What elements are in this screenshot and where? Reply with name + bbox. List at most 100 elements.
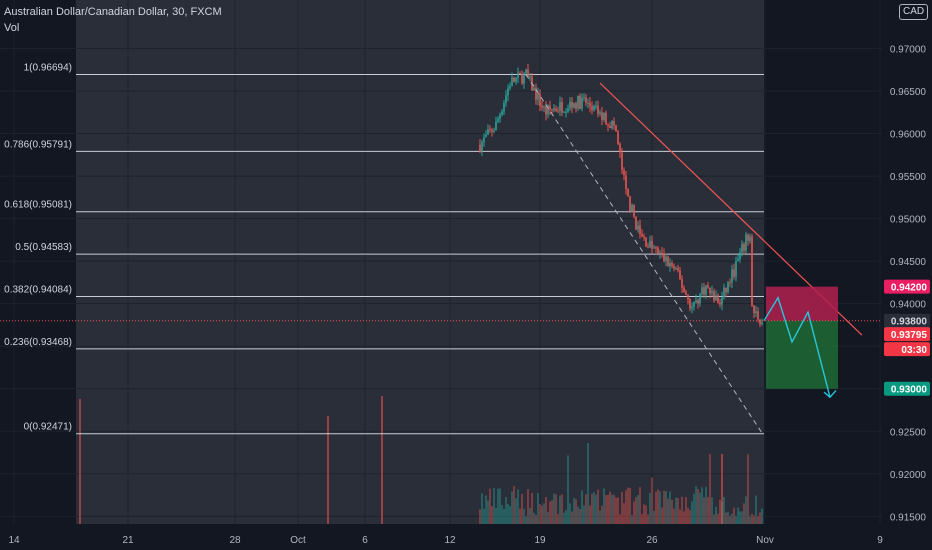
candle-body: [623, 170, 625, 176]
volume-bar: [497, 488, 499, 524]
fib-level-label: 0.5(0.94583): [15, 242, 72, 253]
volume-bar: [481, 493, 483, 524]
currency-badge[interactable]: CAD: [899, 4, 929, 20]
volume-bar: [683, 511, 685, 524]
volume-bar: [681, 496, 683, 524]
volume-bar: [617, 497, 619, 524]
volume-bar: [627, 487, 629, 524]
volume-bar: [737, 507, 739, 524]
candle-body: [607, 124, 609, 126]
candle-body: [715, 295, 717, 301]
volume-bar: [715, 506, 717, 524]
volume-bar: [725, 512, 727, 524]
candle-body: [687, 294, 689, 300]
candle-body: [689, 299, 691, 309]
volume-bar: [667, 498, 669, 524]
volume-bar: [573, 497, 575, 524]
fib-level-label: 0.382(0.94084): [4, 285, 72, 296]
volume-bar: [673, 508, 675, 524]
time-tick-label: Oct: [290, 535, 306, 546]
price-tick-label: 0.96000: [890, 130, 927, 141]
price-axis-bg: [882, 0, 932, 550]
candle-body: [691, 306, 693, 309]
volume-bar: [605, 495, 607, 524]
volume-bar: [669, 491, 671, 524]
volume-bar: [593, 492, 595, 524]
volume-bar: [755, 495, 757, 524]
candle-body: [611, 120, 613, 128]
fib-level-label: 1(0.96694): [24, 63, 72, 74]
candle-body: [703, 287, 705, 295]
price-axis[interactable]: 0.97000 0.96500 0.96000 0.95500 0.95000 0.945…: [882, 0, 932, 550]
volume-bar: [491, 506, 493, 524]
volume-bar: [517, 489, 519, 524]
candle-body: [749, 236, 751, 241]
time-axis[interactable]: 14 21 28 Oct 6 12 19 26 Nov 9: [0, 528, 932, 550]
volume-bar: [641, 514, 643, 524]
price-tick-label: 0.94000: [890, 300, 927, 311]
candle-body: [621, 152, 623, 171]
volume-bar: [567, 455, 569, 524]
volume-bar: [711, 497, 713, 524]
price-tick-label: 0.94500: [890, 257, 927, 268]
volume-bar: [555, 494, 557, 524]
fib-level-label: 0.236(0.93468): [4, 337, 72, 348]
candle-body: [711, 291, 713, 294]
candle-body: [547, 105, 549, 115]
candle-body: [701, 287, 703, 295]
candle-body: [729, 282, 731, 284]
candle-body: [719, 302, 721, 305]
volume-bar: [699, 492, 701, 524]
time-axis-bg: [0, 528, 932, 550]
volume-bar: [581, 490, 583, 524]
volume-indicator-label: Vol: [4, 22, 20, 34]
volume-bar: [553, 493, 555, 524]
volume-bar: [687, 507, 689, 524]
time-tick-label: 19: [534, 535, 546, 546]
candle-body: [757, 311, 759, 320]
candle-body: [499, 114, 501, 119]
candle-body: [615, 125, 617, 132]
short-position-tool[interactable]: [0, 286, 882, 399]
candle-body: [635, 216, 637, 230]
volume-bar: [487, 500, 489, 524]
volume-bar: [597, 489, 599, 524]
volume-bar: [663, 490, 665, 524]
volume-bar: [747, 454, 749, 524]
candle-body: [699, 294, 701, 304]
candle-body: [591, 106, 593, 111]
candle-body: [665, 256, 667, 262]
candle-body: [567, 108, 569, 112]
price-tag-label: 0.93000: [891, 385, 928, 396]
candle-body: [761, 322, 763, 325]
candle-body: [563, 111, 565, 113]
volume-bar: [743, 503, 745, 524]
volume-bar: [615, 497, 617, 524]
symbol-title: Australian Dollar/Canadian Dollar, 30, F…: [4, 6, 222, 18]
candle-body: [483, 137, 485, 142]
candle-body: [521, 74, 523, 84]
volume-bar: [707, 497, 709, 524]
candle-body: [685, 291, 687, 295]
price-tick-label: 0.92000: [890, 470, 927, 481]
volume-bar: [543, 503, 545, 524]
volume-bar: [731, 513, 733, 524]
candle-body: [683, 287, 685, 292]
highlight-range: [76, 0, 764, 524]
volume-bar: [539, 504, 541, 524]
candle-body: [667, 256, 669, 267]
candle-body: [651, 240, 653, 249]
candle-body: [527, 69, 529, 77]
candle-body: [705, 285, 707, 295]
volume-bar: [727, 511, 729, 524]
volume-bar: [723, 497, 725, 524]
price-tick-label: 0.91500: [890, 512, 927, 523]
candle-body: [739, 252, 741, 260]
candle-body: [539, 93, 541, 106]
fibonacci-levels: 1(0.96694) 0.786(0.95791) 0.618(0.95081) 0.…: [4, 63, 764, 435]
time-tick-label: 14: [8, 535, 20, 546]
forecast-path: [763, 296, 831, 398]
candle-body: [753, 305, 755, 314]
volume-bar: [761, 508, 763, 524]
